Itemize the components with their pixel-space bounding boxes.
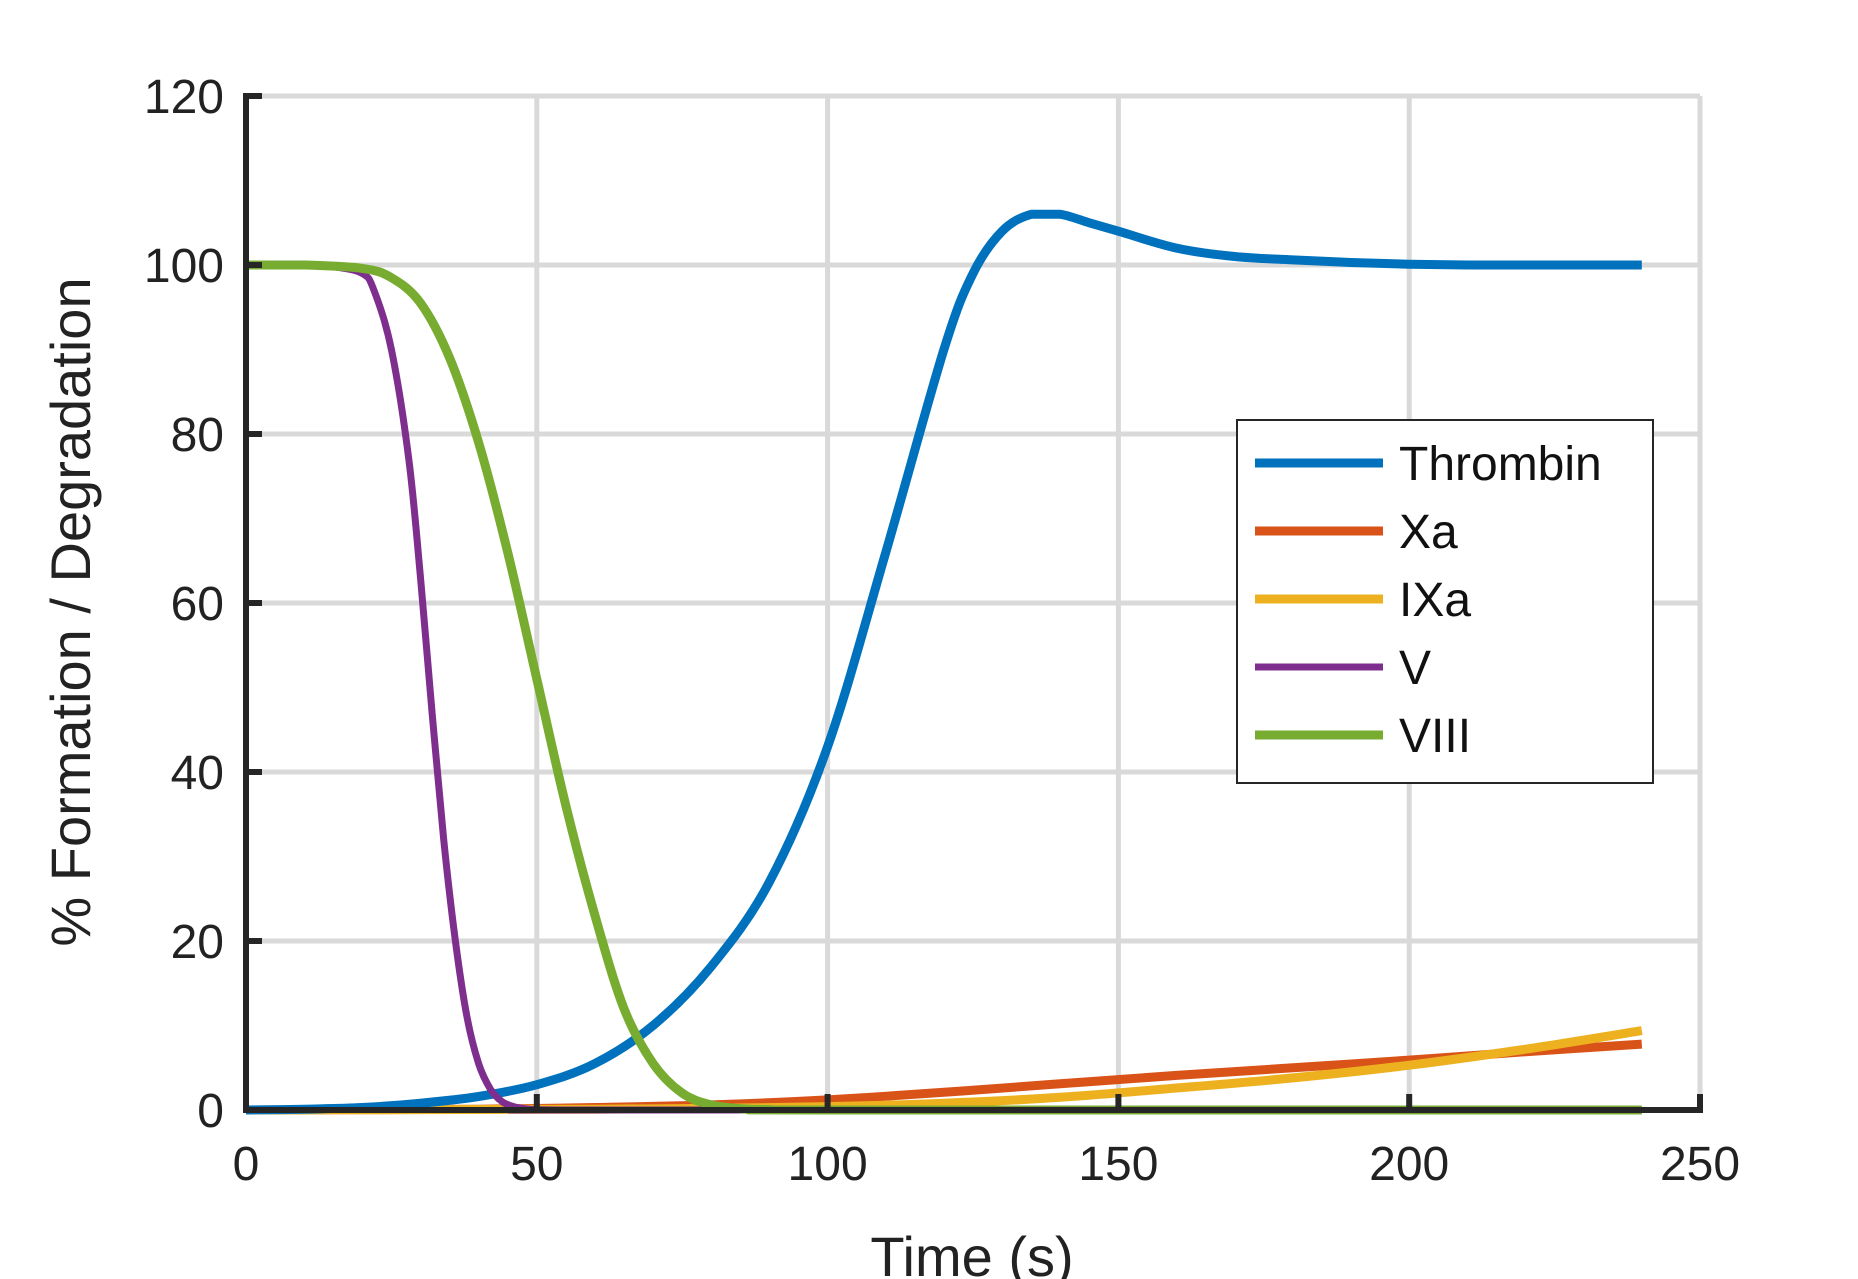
y-tick-label: 120 <box>144 71 224 124</box>
y-tick-label: 100 <box>144 240 224 293</box>
y-axis-title: % Formation / Degradation <box>39 277 102 946</box>
y-tick-label: 0 <box>197 1085 224 1138</box>
y-tick-label: 20 <box>171 916 224 969</box>
legend-label: Xa <box>1399 506 1458 559</box>
x-axis-title: Time (s) <box>870 1225 1073 1279</box>
y-tick-label: 60 <box>171 578 224 631</box>
x-tick-label: 100 <box>788 1138 868 1191</box>
series-line-thrombin <box>245 209 1642 1115</box>
x-tick-label: 250 <box>1660 1138 1740 1191</box>
x-tick-label: 150 <box>1078 1138 1158 1191</box>
x-tick-label: 200 <box>1369 1138 1449 1191</box>
legend-label: VIII <box>1399 710 1471 763</box>
legend-label: IXa <box>1399 574 1471 627</box>
y-tick-label: 80 <box>171 409 224 462</box>
y-tick-label: 40 <box>171 747 224 800</box>
x-tick-label: 0 <box>233 1138 260 1191</box>
axes <box>243 93 1703 1113</box>
legend-label: V <box>1399 642 1431 695</box>
x-tick-label: 50 <box>510 1138 563 1191</box>
tick-labels: 0 50 100 150 200 250 0 20 40 60 80 100 120 <box>144 71 1740 1191</box>
legend: Thrombin Xa IXa V VIII <box>1236 419 1654 784</box>
legend-label: Thrombin <box>1399 438 1602 491</box>
